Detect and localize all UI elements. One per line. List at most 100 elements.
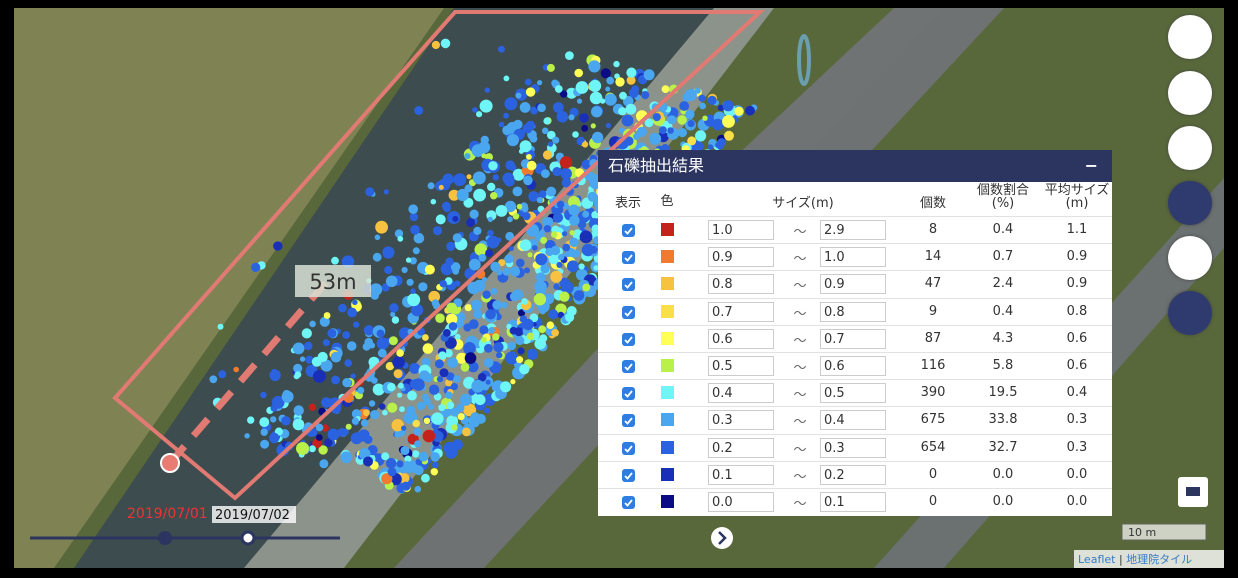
boulder: [574, 68, 583, 78]
checkbox[interactable]: [622, 360, 635, 373]
boulder: [410, 288, 416, 295]
size-max[interactable]: 0.6: [820, 356, 886, 376]
boulder: [217, 323, 224, 330]
boulder: [209, 375, 218, 384]
size-max[interactable]: 0.4: [820, 410, 886, 431]
boulder: [497, 45, 505, 53]
attribution-link[interactable]: Leaflet: [1078, 553, 1116, 566]
boulder: [561, 281, 574, 294]
size-min[interactable]: 0.1: [708, 464, 774, 485]
polygon-button[interactable]: [1168, 236, 1212, 280]
boulder: [505, 160, 515, 170]
size-min[interactable]: 0.2: [708, 437, 774, 458]
checkbox[interactable]: [622, 414, 635, 428]
boulder: [443, 204, 451, 213]
boulder: [503, 112, 509, 119]
boulder: [423, 373, 433, 383]
boulder: [523, 175, 533, 186]
boulder: [409, 212, 419, 222]
size-min[interactable]: 0.8: [708, 274, 774, 295]
size-min[interactable]: 0.6: [708, 328, 774, 349]
boulder: [445, 446, 458, 459]
boulder: [539, 308, 546, 315]
size-min[interactable]: 0.4: [708, 383, 774, 404]
boulder: [296, 442, 309, 455]
boulder: [525, 87, 536, 97]
boulder: [388, 336, 398, 346]
boulder: [363, 435, 373, 444]
extract-button[interactable]: [1168, 291, 1212, 335]
boulder: [486, 235, 500, 249]
checkbox[interactable]: [622, 468, 635, 482]
size-min[interactable]: 0.5: [708, 356, 774, 376]
nav-button[interactable]: [711, 527, 733, 549]
3d-button[interactable]: [1168, 71, 1212, 115]
checkbox[interactable]: [622, 278, 635, 292]
boulder: [540, 264, 550, 274]
boulder: [500, 381, 512, 393]
avg-size: 0.3: [1066, 439, 1088, 455]
date-label[interactable]: 2019/07/01: [127, 506, 208, 522]
size-max[interactable]: 0.3: [820, 437, 886, 458]
checkbox[interactable]: [622, 224, 635, 237]
size-min[interactable]: 0.3: [708, 410, 774, 431]
boulder: [550, 231, 558, 238]
checkbox[interactable]: [622, 305, 635, 319]
size-max[interactable]: 0.1: [820, 492, 886, 512]
boulder: [519, 102, 531, 113]
boulder: [504, 254, 514, 264]
boulder: [445, 379, 453, 387]
checkbox[interactable]: [622, 387, 635, 401]
col-avg-line: 平均サイズ: [1044, 183, 1110, 198]
boulder: [516, 258, 525, 268]
boulder: [605, 122, 612, 129]
result-row: 0.6 〜 0.7 87 4.3 0.6: [598, 324, 1112, 353]
size-min[interactable]: 0.0: [708, 492, 774, 512]
size-max[interactable]: 0.9: [820, 274, 886, 295]
boulder: [270, 416, 277, 423]
boulder: [556, 200, 565, 209]
size-max[interactable]: 0.8: [820, 301, 886, 322]
boulder: [579, 113, 589, 123]
boulder: [410, 303, 424, 317]
size-max[interactable]: 0.2: [820, 464, 886, 485]
boulder: [522, 318, 534, 331]
boulder: [484, 358, 492, 366]
check: [624, 309, 633, 317]
count: 8: [928, 222, 938, 237]
checkbox[interactable]: [622, 251, 635, 265]
add-button[interactable]: [1168, 126, 1212, 170]
boulder: [506, 323, 512, 330]
layer-button[interactable]: [1168, 15, 1212, 59]
boulder: [407, 293, 421, 307]
timeline-knob[interactable]: [240, 530, 256, 546]
size-max[interactable]: 0.7: [820, 328, 886, 349]
size-min[interactable]: 0.9: [708, 247, 774, 268]
boulder: [393, 369, 403, 379]
boulder: [551, 329, 559, 337]
timeline-knob[interactable]: [158, 531, 172, 545]
checkbox[interactable]: [622, 496, 635, 509]
boulder: [399, 406, 405, 413]
size-max[interactable]: 2.9: [820, 220, 886, 240]
measure-button[interactable]: [1168, 181, 1212, 225]
boulder: [384, 265, 393, 275]
boulder: [590, 123, 596, 129]
size-max[interactable]: 1.0: [820, 247, 886, 268]
attribution-link[interactable]: 地理院タイル: [1126, 552, 1192, 566]
checkbox[interactable]: [622, 441, 635, 455]
avg-size: 0.9: [1066, 249, 1088, 265]
boulder: [505, 351, 519, 365]
size-min[interactable]: 1.0: [708, 220, 774, 240]
size-max[interactable]: 0.5: [820, 383, 886, 404]
boulder: [338, 303, 347, 313]
boulder: [542, 150, 553, 160]
size-min[interactable]: 0.7: [708, 301, 774, 322]
date-label[interactable]: 2019/07/02: [215, 508, 290, 523]
checkbox[interactable]: [622, 332, 635, 346]
distance-point[interactable]: [160, 453, 180, 473]
boulder: [578, 263, 585, 270]
boulder: [480, 135, 489, 145]
collapse-button[interactable]: −: [1084, 156, 1098, 175]
boulder: [535, 253, 548, 266]
